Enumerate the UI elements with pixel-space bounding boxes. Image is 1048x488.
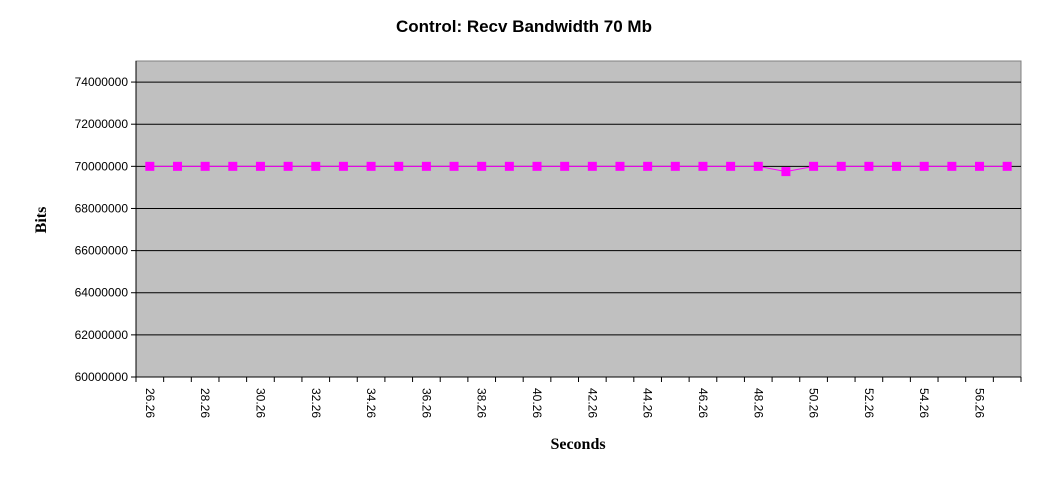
x-tick-label: 26.26 xyxy=(143,388,157,418)
marker xyxy=(311,161,321,171)
marker xyxy=(947,161,957,171)
x-tick-label: 28.26 xyxy=(198,388,212,418)
marker xyxy=(726,161,736,171)
marker xyxy=(421,161,431,171)
x-tick-label: 44.26 xyxy=(641,388,655,418)
marker xyxy=(200,161,210,171)
x-tick-label: 56.26 xyxy=(973,388,987,418)
y-tick-label: 72000000 xyxy=(75,117,129,131)
y-tick-label: 60000000 xyxy=(75,370,129,384)
marker xyxy=(338,161,348,171)
y-tick-label: 66000000 xyxy=(75,244,129,258)
x-axis-title: Seconds xyxy=(550,436,605,453)
x-tick-label: 40.26 xyxy=(530,388,544,418)
marker xyxy=(477,161,487,171)
marker xyxy=(809,161,819,171)
x-tick-label: 38.26 xyxy=(475,388,489,418)
marker xyxy=(698,161,708,171)
marker xyxy=(864,161,874,171)
y-tick-label: 74000000 xyxy=(75,75,129,89)
marker xyxy=(836,161,846,171)
x-tick-label: 52.26 xyxy=(862,388,876,418)
marker xyxy=(643,161,653,171)
x-tick-label: 30.26 xyxy=(253,388,267,418)
marker xyxy=(587,161,597,171)
marker xyxy=(781,167,791,177)
marker xyxy=(145,161,155,171)
y-tick-label: 68000000 xyxy=(75,201,129,215)
marker xyxy=(255,161,265,171)
y-tick-label: 64000000 xyxy=(75,286,129,300)
marker xyxy=(1002,161,1012,171)
x-tick-label: 34.26 xyxy=(364,388,378,418)
marker xyxy=(366,161,376,171)
marker xyxy=(449,161,459,171)
marker xyxy=(615,161,625,171)
x-tick-label: 36.26 xyxy=(419,388,433,418)
y-axis-title: Bits xyxy=(33,207,50,234)
marker xyxy=(919,161,929,171)
x-tick-label: 50.26 xyxy=(807,388,821,418)
marker xyxy=(394,161,404,171)
y-tick-label: 70000000 xyxy=(75,159,129,173)
marker xyxy=(753,161,763,171)
x-tick-label: 42.26 xyxy=(585,388,599,418)
marker xyxy=(560,161,570,171)
chart-title: Control: Recv Bandwidth 70 Mb xyxy=(396,17,652,36)
x-tick-label: 32.26 xyxy=(309,388,323,418)
marker xyxy=(532,161,542,171)
x-tick-label: 54.26 xyxy=(917,388,931,418)
marker xyxy=(228,161,238,171)
marker xyxy=(975,161,985,171)
plot-area xyxy=(135,60,1022,378)
marker xyxy=(892,161,902,171)
x-tick-label: 48.26 xyxy=(751,388,765,418)
x-tick-label: 46.26 xyxy=(696,388,710,418)
marker xyxy=(670,161,680,171)
marker xyxy=(172,161,182,171)
marker xyxy=(283,161,293,171)
y-tick-label: 62000000 xyxy=(75,328,129,342)
marker xyxy=(504,161,514,171)
series-line xyxy=(149,165,1008,173)
